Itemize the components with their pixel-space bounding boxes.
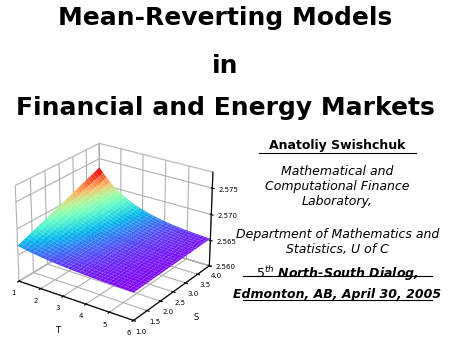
Text: Anatoliy Swishchuk: Anatoliy Swishchuk xyxy=(269,139,406,152)
Text: Edmonton, AB, April 30, 2005: Edmonton, AB, April 30, 2005 xyxy=(234,288,441,301)
Text: Department of Mathematics and
Statistics, U of C: Department of Mathematics and Statistics… xyxy=(236,228,439,256)
Text: in: in xyxy=(212,54,238,78)
Text: $5^{th}$ North-South Dialog,: $5^{th}$ North-South Dialog, xyxy=(256,264,419,283)
Y-axis label: S: S xyxy=(194,313,199,322)
Text: Financial and Energy Markets: Financial and Energy Markets xyxy=(16,96,434,120)
Text: Mean-Reverting Models: Mean-Reverting Models xyxy=(58,6,392,30)
Text: Mathematical and
Computational Finance
Laboratory,: Mathematical and Computational Finance L… xyxy=(265,165,410,208)
X-axis label: T: T xyxy=(55,325,60,335)
